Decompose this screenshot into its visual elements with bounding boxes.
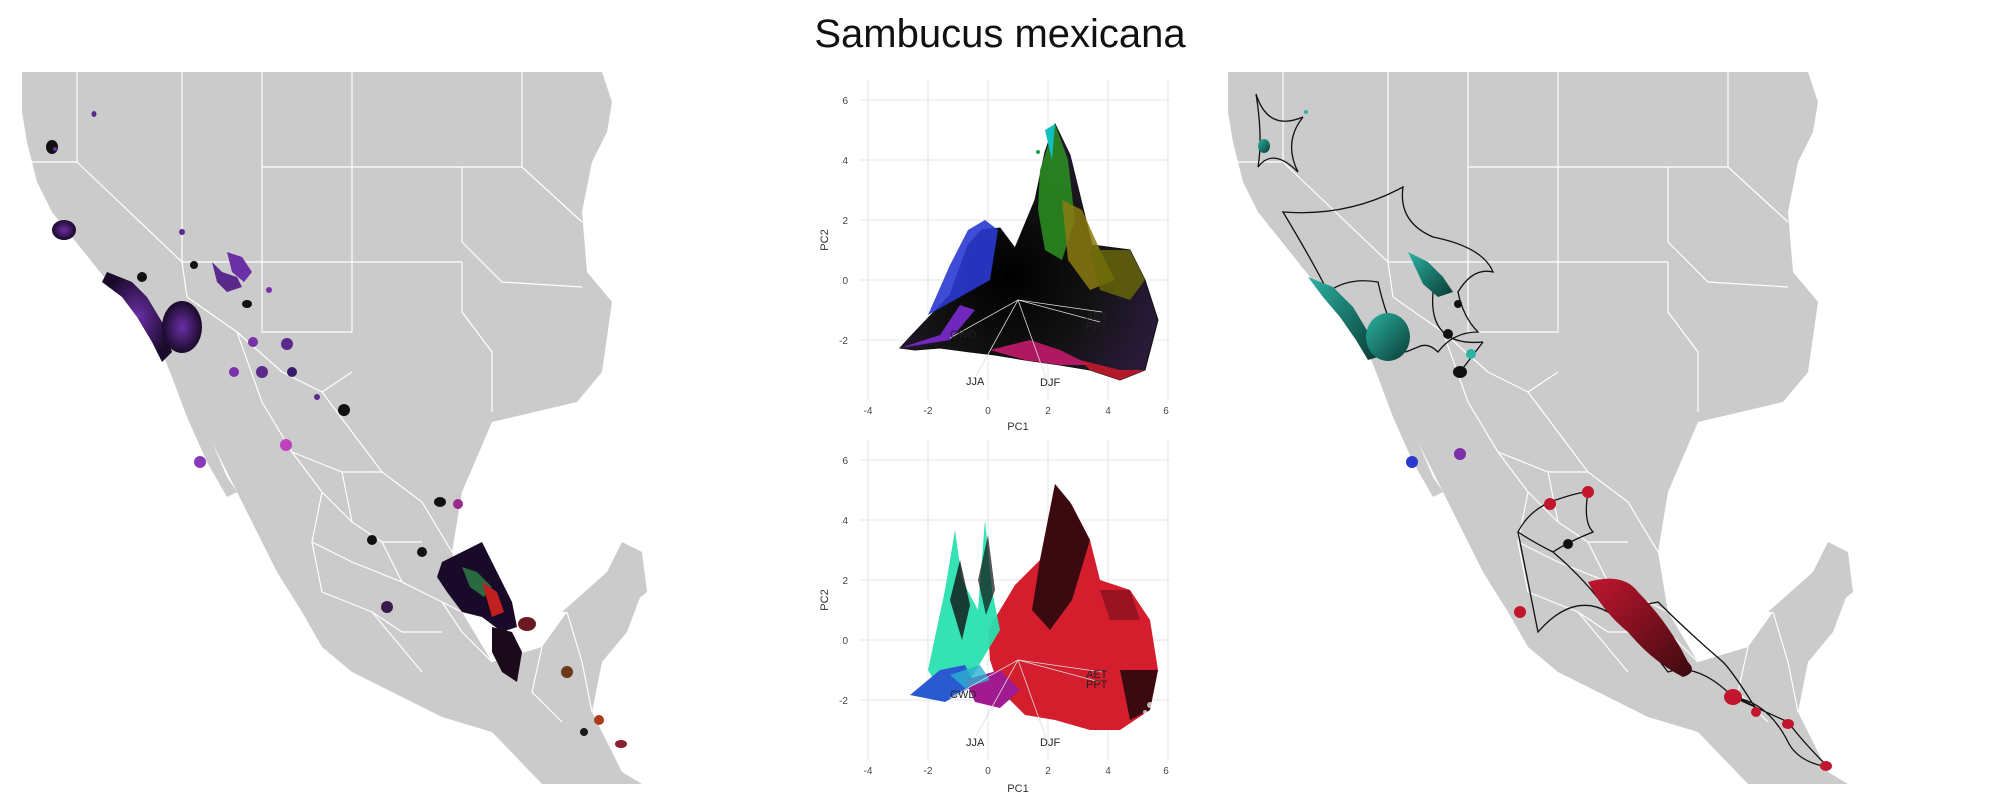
landmass (22, 72, 647, 784)
svg-text:4: 4 (1105, 406, 1111, 417)
pca-top-xlabel: PC1 (1007, 421, 1028, 433)
pca-top-vector-ppt: PPT (1086, 321, 1108, 333)
svg-text:2: 2 (842, 216, 848, 227)
svg-text:0: 0 (985, 766, 991, 777)
occurrence-points-right (1258, 110, 1832, 771)
pca-bottom-xlabel: PC1 (1007, 783, 1028, 795)
svg-text:4: 4 (842, 156, 848, 167)
svg-text:0: 0 (842, 276, 848, 287)
pca-bottom-y-ticks: 6 4 2 0 -2 (839, 456, 848, 707)
pca-top-ylabel: PC2 (819, 229, 831, 250)
occurrence-points (46, 111, 627, 748)
svg-text:4: 4 (842, 516, 848, 527)
pca-bottom-cloud (910, 484, 1158, 730)
svg-text:2: 2 (1045, 406, 1051, 417)
svg-text:-2: -2 (924, 766, 933, 777)
svg-text:0: 0 (985, 406, 991, 417)
svg-text:2: 2 (1045, 766, 1051, 777)
map-left (22, 72, 647, 784)
svg-text:6: 6 (842, 456, 848, 467)
pca-bottom-chart: AET PPT CWD JJA DJF 6 4 2 0 -2 -4 -2 0 2… (819, 440, 1170, 795)
map-left-panel (22, 72, 782, 784)
pca-bottom-vector-cwd: CWD (950, 689, 976, 701)
pca-bottom-vectors (949, 659, 1103, 739)
landmass-right (1228, 72, 1853, 784)
pca-top-vector-djf: DJF (1040, 377, 1060, 389)
pca-top-cloud (898, 122, 1159, 381)
pca-top-chart: AET PPT CWD JJA DJF 6 4 2 0 -2 -4 -2 0 2… (819, 80, 1170, 433)
svg-text:-2: -2 (839, 336, 848, 347)
pca-top-vector-cwd: CWD (950, 329, 976, 341)
pca-top-vector-jja: JJA (966, 376, 985, 388)
pca-bottom-vector-djf: DJF (1040, 737, 1060, 749)
svg-text:-2: -2 (839, 696, 848, 707)
svg-text:0: 0 (842, 636, 848, 647)
pca-top-panel: AET PPT CWD JJA DJF 6 4 2 0 -2 -4 -2 0 2… (800, 80, 1190, 440)
pca-bottom-x-ticks: -4 -2 0 2 4 6 (864, 766, 1170, 777)
pca-top-vector-aet: AET (1086, 311, 1108, 323)
pca-bottom-vector-jja: JJA (966, 737, 985, 749)
state-borders (22, 72, 593, 723)
svg-text:-2: -2 (924, 406, 933, 417)
map-right (1228, 72, 1853, 784)
svg-text:6: 6 (842, 96, 848, 107)
svg-text:6: 6 (1163, 766, 1169, 777)
pca-top-y-ticks: 6 4 2 0 -2 (839, 96, 848, 347)
pca-bottom-vector-aet: AET (1086, 669, 1108, 681)
svg-text:-4: -4 (864, 406, 873, 417)
pca-top-vectors (949, 299, 1103, 379)
pca-bottom-ylabel: PC2 (819, 589, 831, 610)
map-right-panel (1228, 72, 1988, 784)
svg-text:6: 6 (1163, 406, 1169, 417)
pca-bottom-panel: AET PPT CWD JJA DJF 6 4 2 0 -2 -4 -2 0 2… (800, 440, 1190, 800)
svg-text:-4: -4 (864, 766, 873, 777)
pca-top-x-ticks: -4 -2 0 2 4 6 (864, 406, 1170, 417)
svg-text:2: 2 (842, 576, 848, 587)
pca-bottom-vector-ppt: PPT (1086, 679, 1108, 691)
svg-text:4: 4 (1105, 766, 1111, 777)
figure-title: Sambucus mexicana (814, 12, 1186, 56)
